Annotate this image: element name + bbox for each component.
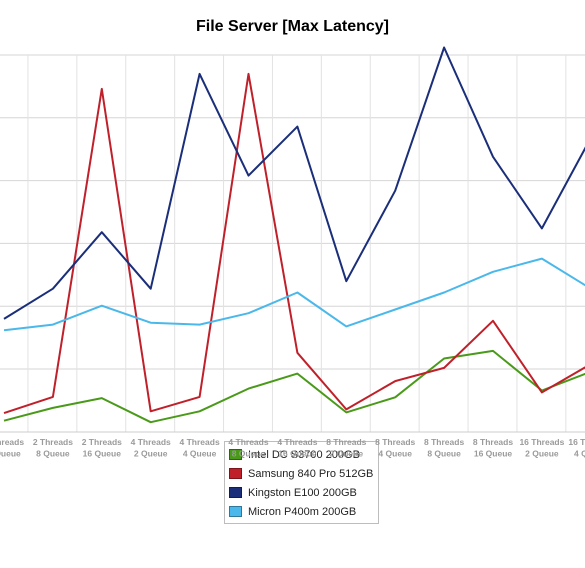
legend-swatch [229, 506, 242, 517]
legend-label: Kingston E100 200GB [248, 486, 357, 499]
series-line-2 [3, 72, 585, 415]
legend-swatch [229, 468, 242, 479]
series-line-1 [3, 349, 585, 424]
series-line-4 [3, 257, 585, 332]
x-tick-label: 2 Threads 16 Queue [82, 437, 122, 459]
series-lines [3, 46, 585, 424]
legend-swatch [229, 449, 242, 460]
x-tick-label: 4 Threads 4 Queue [180, 437, 220, 459]
legend-label: Intel DC S3700 200GB [248, 448, 360, 461]
chart-title: File Server [Max Latency] [196, 18, 389, 35]
series-line-3 [3, 46, 585, 320]
legend-item: Kingston E100 200GB [229, 483, 374, 502]
x-tick-label: 16 Threads 2 Queue [519, 437, 564, 459]
legend-item: Intel DC S3700 200GB [229, 445, 374, 464]
line-chart [0, 46, 585, 433]
x-tick-label: 8 Threads 16 Queue [473, 437, 513, 459]
x-tick-label: 8 Threads 8 Queue [424, 437, 464, 459]
x-tick-label: 2 Threads 8 Queue [33, 437, 73, 459]
legend-label: Samsung 840 Pro 512GB [248, 467, 374, 480]
x-tick-label: 8 Threads 4 Queue [375, 437, 415, 459]
x-tick-label: 4 Threads 2 Queue [131, 437, 171, 459]
legend-swatch [229, 487, 242, 498]
legend-label: Micron P400m 200GB [248, 505, 357, 518]
legend-item: Micron P400m 200GB [229, 502, 374, 521]
legend-item: Samsung 840 Pro 512GB [229, 464, 374, 483]
chart-legend: Intel DC S3700 200GB Samsung 840 Pro 512G… [224, 441, 379, 524]
